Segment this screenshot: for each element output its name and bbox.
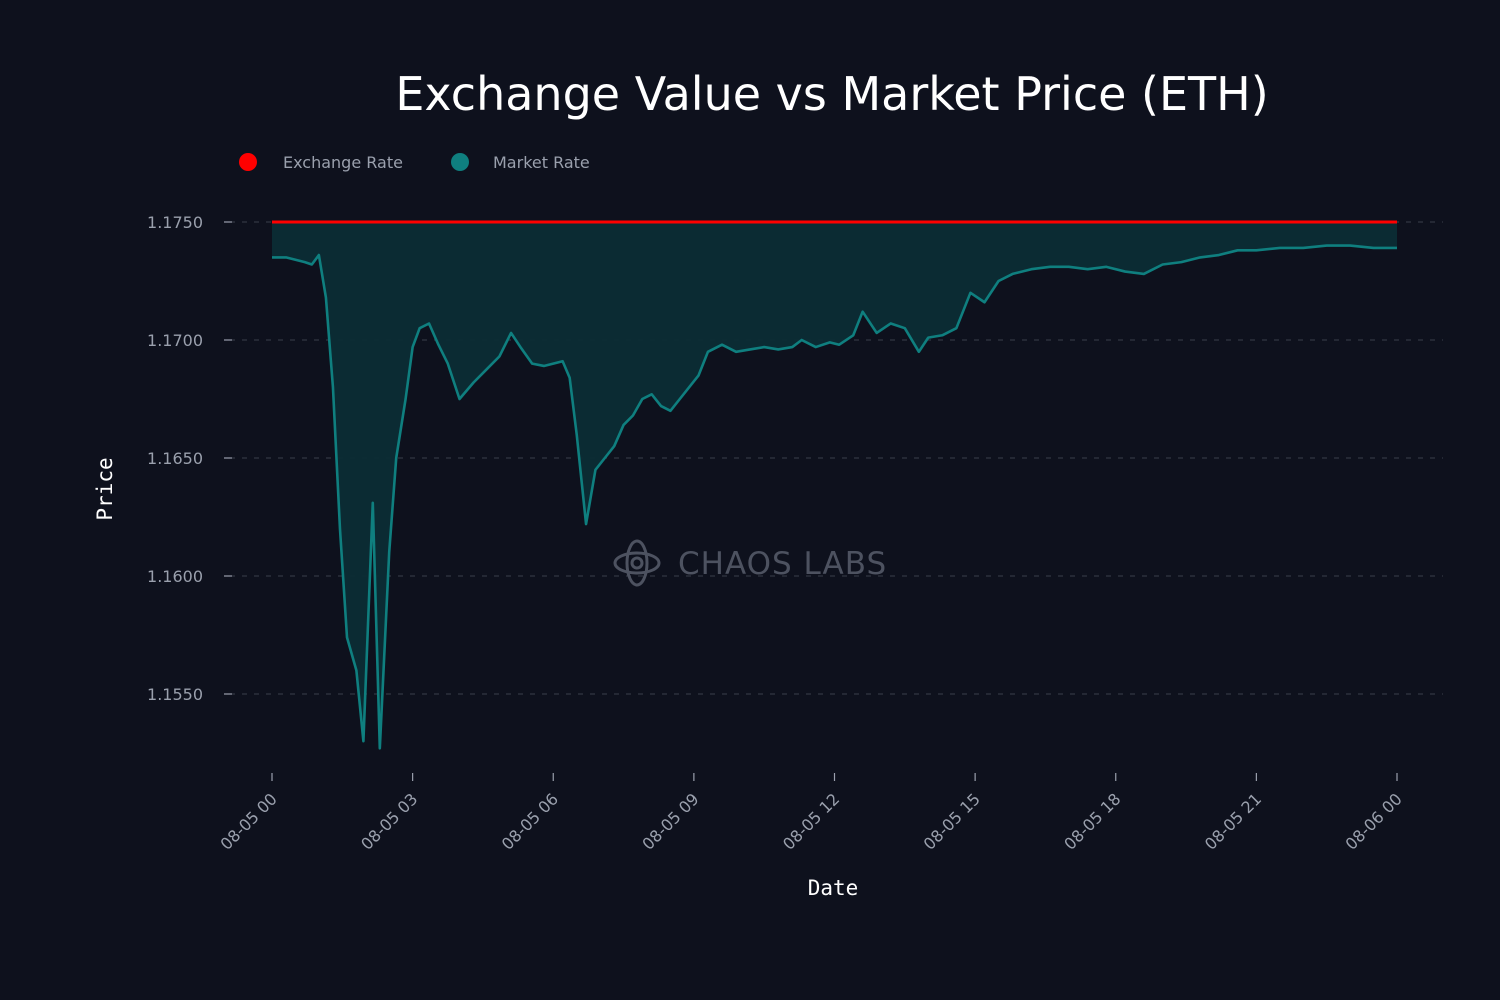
x-tick-label: 08-05 12 bbox=[779, 789, 843, 853]
x-tick-label: 08-05 09 bbox=[638, 789, 702, 853]
x-tick-label: 08-05 00 bbox=[217, 789, 281, 853]
legend-marker-market-rate[interactable] bbox=[451, 153, 469, 171]
x-axis: 08-05 00 08-05 03 08-05 06 08-05 09 08-05 12… bbox=[217, 773, 1406, 854]
legend-label-exchange-rate[interactable]: Exchange Rate bbox=[283, 153, 403, 172]
x-tick-label: 08-05 21 bbox=[1201, 789, 1265, 853]
series bbox=[272, 220, 1397, 750]
y-tick-label: 1.1700 bbox=[147, 331, 203, 350]
legend: Exchange Rate Market Rate bbox=[239, 153, 590, 172]
watermark: CHAOS LABS bbox=[613, 539, 887, 587]
x-tick-label: 08-05 18 bbox=[1060, 789, 1124, 853]
y-tick-label: 1.1650 bbox=[147, 449, 203, 468]
y-axis-label: Price bbox=[93, 457, 117, 520]
x-tick-label: 08-05 15 bbox=[920, 789, 984, 853]
x-axis-label: Date bbox=[808, 876, 859, 900]
y-tick-label: 1.1550 bbox=[147, 685, 203, 704]
market-rate-line[interactable] bbox=[272, 244, 1397, 750]
x-tick-label: 08-06 00 bbox=[1342, 789, 1406, 853]
chaos-labs-logo-icon bbox=[613, 539, 661, 587]
legend-marker-exchange-rate[interactable] bbox=[239, 153, 257, 171]
y-tick-label: 1.1750 bbox=[147, 213, 203, 232]
chart-title: Exchange Value vs Market Price (ETH) bbox=[395, 67, 1268, 121]
legend-label-market-rate[interactable]: Market Rate bbox=[493, 153, 590, 172]
y-axis: 1.1550 1.1600 1.1650 1.1700 1.1750 bbox=[147, 213, 232, 704]
x-tick-label: 08-05 03 bbox=[357, 789, 421, 853]
market-rate-area bbox=[272, 222, 1397, 749]
y-tick-label: 1.1600 bbox=[147, 567, 203, 586]
watermark-text: CHAOS LABS bbox=[678, 546, 887, 582]
x-tick-label: 08-05 06 bbox=[498, 789, 562, 853]
